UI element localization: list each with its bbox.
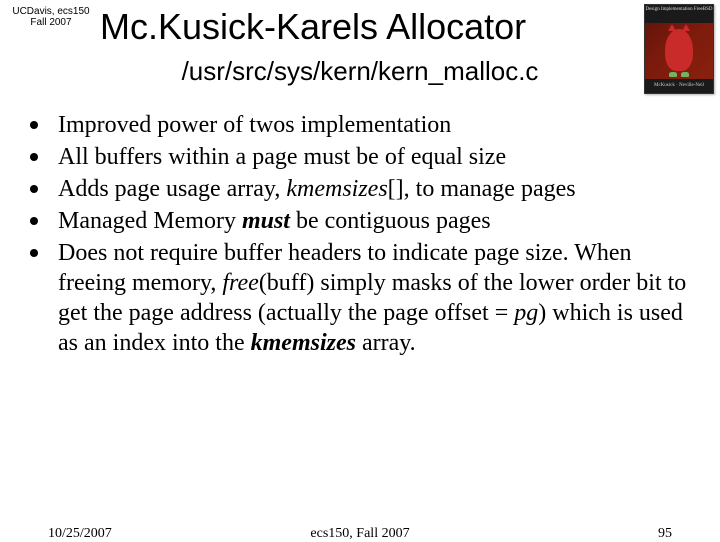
bullet-text: Adds page usage array, kmemsizes[], to m… — [58, 174, 694, 204]
bullet-list: Improved power of twos implementationAll… — [26, 110, 694, 360]
bsd-daemon-icon — [645, 21, 713, 79]
bullet-item: Does not require buffer headers to indic… — [26, 238, 694, 358]
slide-subtitle: /usr/src/sys/kern/kern_malloc.c — [0, 56, 720, 87]
bullet-dot-icon — [30, 217, 38, 225]
slide-title: Mc.Kusick-Karels Allocator — [100, 6, 526, 48]
bullet-item: All buffers within a page must be of equ… — [26, 142, 694, 172]
bullet-dot-icon — [30, 153, 38, 161]
bullet-text: Does not require buffer headers to indic… — [58, 238, 694, 358]
course-note-line1: UCDavis, ecs150 — [12, 6, 89, 17]
bullet-dot-icon — [30, 121, 38, 129]
bullet-item: Managed Memory must be contiguous pages — [26, 206, 694, 236]
book-bottom-text: McKusick · Neville-Neil — [645, 79, 713, 93]
bullet-text: Managed Memory must be contiguous pages — [58, 206, 694, 236]
course-note-line2: Fall 2007 — [30, 17, 71, 28]
bullet-text: Improved power of twos implementation — [58, 110, 694, 140]
course-note: UCDavis, ecs150 Fall 2007 — [6, 6, 96, 28]
bullet-item: Improved power of twos implementation — [26, 110, 694, 140]
bullet-item: Adds page usage array, kmemsizes[], to m… — [26, 174, 694, 204]
book-cover-image: Design Implementation FreeBSD McKusick ·… — [644, 4, 714, 94]
bullet-text: All buffers within a page must be of equ… — [58, 142, 694, 172]
bullet-dot-icon — [30, 185, 38, 193]
bsd-daemon-shoes — [669, 72, 689, 77]
bullet-dot-icon — [30, 249, 38, 257]
